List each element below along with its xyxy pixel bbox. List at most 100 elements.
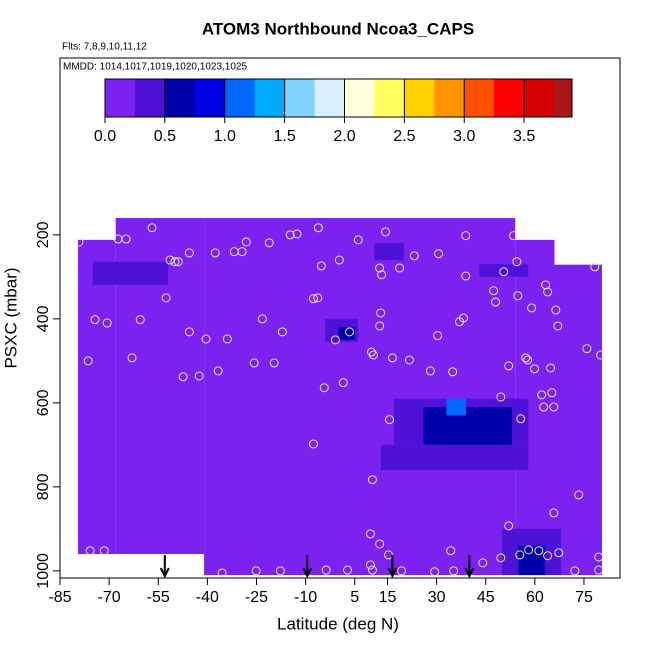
sample-point: [178, 372, 188, 382]
cell: [554, 264, 602, 576]
colorbar-tick-label: 3.5: [513, 128, 535, 145]
sample-point: [504, 361, 514, 371]
sample-point: [367, 565, 377, 575]
sample-point: [210, 248, 220, 258]
sample-point: [257, 314, 267, 324]
sample-point: [546, 363, 556, 373]
sample-point: [147, 223, 157, 233]
sample-point: [594, 565, 604, 575]
sample-point: [384, 415, 394, 425]
sample-point: [308, 439, 318, 449]
x-tick-label: 30: [428, 589, 446, 606]
sample-point: [85, 546, 95, 556]
sample-point: [590, 262, 600, 272]
sample-point: [170, 257, 180, 267]
sample-point: [217, 568, 227, 578]
sample-point: [321, 565, 331, 575]
sample-point: [549, 402, 559, 412]
plot-frame: [59, 57, 621, 579]
colorbar-segment: [434, 79, 465, 117]
colorbar-tick-label: 0.0: [94, 128, 116, 145]
sample-point: [448, 367, 458, 377]
sample-point: [292, 229, 302, 239]
sample-point: [446, 546, 456, 556]
cell: [423, 407, 512, 445]
sample-point: [430, 567, 440, 577]
cell: [374, 243, 404, 261]
colorbar-tick-label: 1.0: [214, 128, 236, 145]
colorbar-segment: [105, 79, 136, 117]
sample-point: [549, 508, 559, 518]
sample-point: [434, 249, 444, 259]
colorbar-segment: [524, 79, 555, 117]
cell: [446, 398, 467, 416]
colorbar: 0.0 0.5 1.0 1.5 2.0 2.5 3.0 3.5: [94, 78, 573, 145]
colorbar-segment: [314, 79, 345, 117]
sample-point: [83, 356, 93, 366]
x-tick-label: -70: [98, 589, 121, 606]
sample-point: [543, 287, 553, 297]
y-axis-label: PSXC (mbar): [1, 267, 20, 368]
cell: [479, 264, 529, 277]
colorbar-segment: [194, 79, 226, 117]
sample-point: [201, 334, 211, 344]
sample-point: [433, 331, 443, 341]
colorbar-segment: [464, 79, 495, 117]
x-tick-label: 5: [350, 589, 359, 606]
sample-point: [184, 327, 194, 337]
sample-point: [375, 263, 385, 273]
sample-point: [504, 521, 514, 531]
cell: [338, 327, 355, 340]
sample-point: [102, 318, 112, 328]
colorbar-segment: [374, 79, 405, 117]
sample-point: [534, 546, 544, 556]
cell: [204, 218, 516, 576]
sample-point: [397, 566, 407, 576]
colorbar-tick-label: 2.5: [393, 128, 415, 145]
sample-point: [543, 551, 553, 561]
axes: -85 -70 -55 -40 -25 -10 5 15 30 45 60 75 200 400 600 80…: [35, 221, 593, 606]
cell: [132, 264, 159, 282]
sample-point: [319, 383, 329, 393]
sample-point: [313, 293, 323, 303]
x-tick-label: -55: [147, 589, 170, 606]
x-tick-label: -85: [48, 589, 71, 606]
cell: [380, 444, 529, 471]
sample-point: [99, 546, 109, 556]
sample-point: [343, 565, 353, 575]
colorbar-tick-label: 3.0: [453, 128, 475, 145]
sample-point: [570, 566, 580, 576]
sample-point: [516, 414, 526, 424]
sample-point: [491, 297, 501, 307]
sample-point: [387, 353, 397, 363]
x-tick-label: -25: [245, 589, 268, 606]
y-tick-label: 800: [35, 473, 52, 500]
sample-point: [365, 529, 375, 539]
colorbar-segment: [254, 79, 286, 117]
sample-point: [121, 234, 131, 244]
annotation: MMDD: 1014,1017,1019,1020,1023,1025: [63, 62, 247, 73]
sample-point: [530, 364, 540, 374]
colorbar-segment: [224, 79, 256, 117]
sample-point: [594, 552, 604, 562]
flight-arrow: [302, 555, 313, 579]
sample-point: [395, 263, 405, 273]
sample-point: [512, 257, 522, 267]
sample-point: [377, 270, 387, 280]
sample-point: [596, 350, 606, 360]
colorbar-tick-label: 2.0: [333, 128, 355, 145]
colorbar-segment: [344, 79, 375, 117]
y-tick-label: 200: [35, 221, 52, 248]
sample-point: [499, 267, 509, 277]
colorbar-segment: [284, 79, 316, 117]
sample-point: [404, 355, 414, 365]
sample-point: [582, 344, 592, 354]
sample-point: [213, 366, 223, 376]
sample-point: [376, 308, 386, 318]
sample-point: [365, 560, 375, 570]
sample-point: [524, 545, 534, 555]
subtitle: Flts: 7,8,9,10,11,12: [62, 42, 147, 53]
x-axis-label: Latitude (deg N): [277, 614, 399, 633]
sample-point: [308, 294, 318, 304]
sample-point: [449, 566, 459, 576]
